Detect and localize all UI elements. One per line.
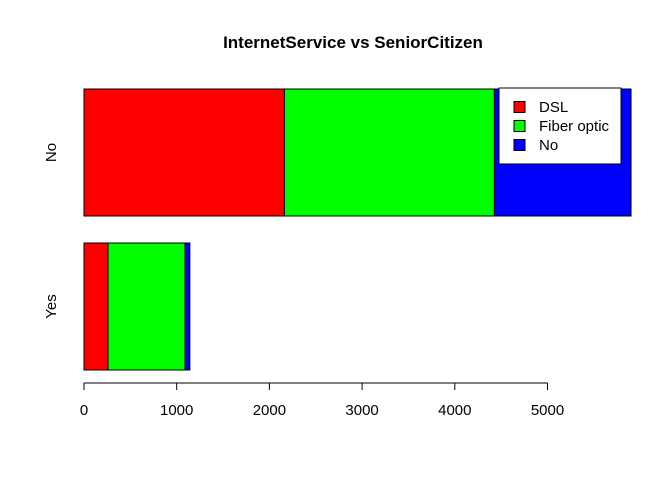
legend-label-dsl: DSL [539,99,568,116]
legend-swatch-no [513,139,526,151]
y-axis: No Yes [43,143,60,319]
bar-yes-fiber-optic [107,242,186,371]
chart-title: InternetService vs SeniorCitizen [223,33,483,52]
x-tick-label: 5000 [531,402,564,419]
x-tick-label: 0 [80,402,88,419]
bar-yes-no [184,242,191,371]
bar-yes-dsl [83,242,109,371]
x-axis: 0 1000 2000 3000 4000 5000 [80,382,564,419]
x-tick-label: 1000 [160,402,193,419]
legend-label-fiber-optic: Fiber optic [539,118,610,135]
x-tick-label: 3000 [345,402,378,419]
x-tick-label: 2000 [253,402,286,419]
legend-label-no: No [539,137,558,154]
y-category-label: No [43,143,60,162]
x-tick-label: 4000 [438,402,471,419]
legend-swatch-dsl [513,101,526,113]
bar-no-fiber-optic [283,88,495,217]
bar-no-dsl [83,88,285,217]
legend-swatch-fiber-optic [513,120,526,132]
y-category-label: Yes [43,294,60,318]
legend: DSL Fiber optic No [498,87,622,165]
